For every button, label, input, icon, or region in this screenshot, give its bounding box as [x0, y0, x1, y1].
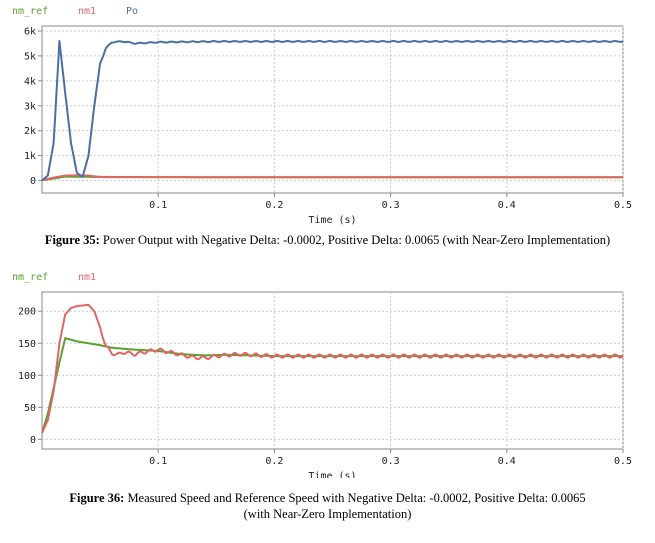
plot-frame: [41, 25, 624, 194]
y-tick-label: 0: [30, 435, 36, 446]
y-tick-label: 150: [18, 339, 36, 350]
series-line-Po: [41, 40, 624, 182]
y-tick-label: 0: [30, 176, 36, 187]
x-tick-label: 0.5: [614, 200, 632, 211]
x-tick-label: 0.4: [498, 456, 516, 467]
x-axis-label: Time (s): [308, 471, 356, 478]
legend-nm-ref: nm_ref: [12, 6, 48, 17]
figure-36-label: Figure 36:: [69, 491, 125, 505]
y-tick-label: 6k: [24, 26, 36, 37]
y-tick-label: 200: [18, 307, 36, 318]
speed-chart: 0 50 100 150 200 0.1 0.2 0.3 0.4 0.5 Time (s) nm_re…: [0, 268, 655, 482]
power-output-chart: 0 1k 2k 3k 4k 5k 6k 0.1 0.2 0.3 0.4 0.5 Time (s) nm_r…: [0, 0, 655, 226]
figure-36-text: Measured Speed and Reference Speed with …: [124, 491, 586, 521]
figure-35-text: Power Output with Negative Delta: -0.000…: [99, 233, 611, 247]
speed-chart-svg: 0 50 100 150 200 0.1 0.2 0.3 0.4 0.5 Time (s) nm_re…: [12, 272, 632, 482]
y-tick-label: 5k: [24, 51, 36, 62]
y-tick-label: 4k: [24, 76, 36, 87]
legend-nm-ref: nm_ref: [12, 272, 48, 283]
y-tick-label: 2k: [24, 126, 36, 137]
plot-frame: [41, 291, 624, 450]
x-tick-label: 0.3: [382, 200, 400, 211]
y-tick-label: 1k: [24, 151, 36, 162]
x-tick-label: 0.4: [498, 200, 516, 211]
y-tick-label: 100: [18, 371, 36, 382]
x-tick-label: 0.2: [265, 200, 283, 211]
figure-35-caption: Figure 35: Power Output with Negative De…: [0, 232, 655, 248]
y-tick-label: 50: [24, 403, 36, 414]
legend-Po: Po: [126, 6, 138, 17]
legend-nm1: nm1: [78, 6, 96, 17]
legend-nm1: nm1: [78, 272, 96, 283]
x-tick-label: 0.2: [265, 456, 283, 467]
y-tick-label: 3k: [24, 101, 36, 112]
x-tick-label: 0.3: [382, 456, 400, 467]
x-tick-label: 0.1: [149, 456, 167, 467]
power-output-chart-svg: 0 1k 2k 3k 4k 5k 6k 0.1 0.2 0.3 0.4 0.5 Time (s) nm_r…: [12, 6, 632, 226]
series-line-nm1: [41, 303, 624, 434]
x-tick-label: 0.5: [614, 456, 632, 467]
figure-36-caption: Figure 36: Measured Speed and Reference …: [0, 490, 655, 522]
x-axis-label: Time (s): [308, 215, 356, 225]
figure-35-label: Figure 35:: [44, 233, 100, 247]
x-tick-label: 0.1: [149, 200, 167, 211]
series-line-nm1: [41, 174, 623, 182]
